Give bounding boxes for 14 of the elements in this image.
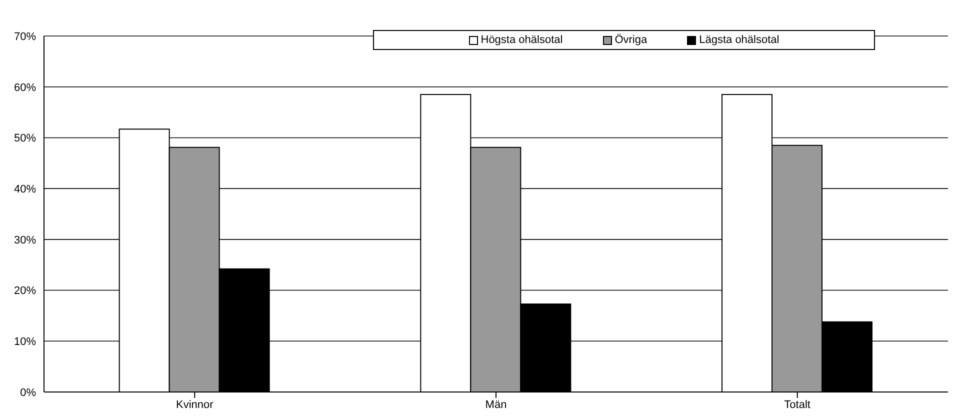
legend-label: Högsta ohälsotal bbox=[480, 34, 563, 46]
legend-label: Lägsta ohälsotal bbox=[698, 34, 780, 46]
x-tick-label: Kvinnor bbox=[176, 398, 214, 411]
y-tick-label: 70% bbox=[14, 30, 36, 43]
y-tick-label: 40% bbox=[14, 183, 36, 196]
y-tick-label: 50% bbox=[14, 132, 36, 145]
x-tick-label: Totalt bbox=[784, 398, 810, 411]
y-tick-label: 60% bbox=[14, 82, 36, 94]
y-tick-label: 10% bbox=[14, 336, 36, 348]
x-tick-label: Män bbox=[485, 398, 507, 411]
y-tick-label: 20% bbox=[14, 285, 36, 298]
legend-label: Övriga bbox=[614, 34, 648, 46]
y-tick-label: 0% bbox=[20, 386, 36, 399]
y-tick-label: 30% bbox=[14, 234, 36, 246]
